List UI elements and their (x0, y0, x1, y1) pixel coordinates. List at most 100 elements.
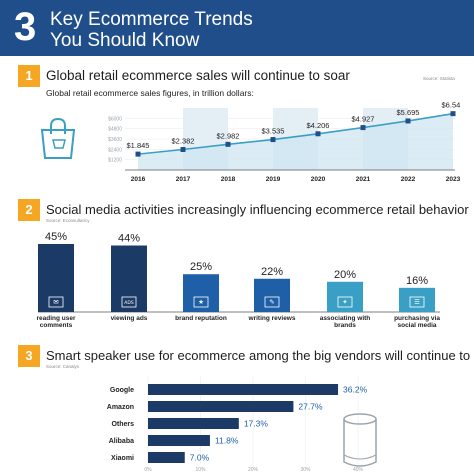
page-title: Key Ecommerce Trends You Should Know (50, 9, 253, 51)
bar-reputation (183, 274, 219, 312)
x-tick-label: 2017 (176, 176, 191, 183)
category-label: writing reviews (248, 315, 296, 322)
bar-others (148, 418, 239, 429)
category-label: purchasing via social media (394, 315, 440, 329)
chart-1-title: Global retail ecommerce sales figures, i… (46, 88, 254, 98)
section-3-title: Smart speaker use for ecommerce among th… (46, 348, 474, 363)
data-point (270, 137, 276, 143)
section-3-source: Source: Canalys (46, 364, 80, 369)
bar-amazon (148, 401, 294, 412)
x-tick-label: 2016 (131, 176, 146, 183)
category-label: viewing ads (110, 315, 148, 322)
section-2-header: 2 Social media activities increasingly i… (0, 198, 474, 223)
speaker-bar-chart: 0% 10% 20% 30% 40% Google 36.2% Amazon 27.7% Othe… (107, 376, 368, 473)
data-label: $4.206 (307, 121, 330, 130)
section-3-badge: 3 (18, 345, 40, 367)
x-tick-label: 30% (300, 467, 311, 473)
data-point (225, 141, 231, 147)
data-point (405, 118, 411, 124)
x-tick-label: 2020 (311, 176, 326, 183)
bar-value-label: 27.7% (298, 402, 323, 412)
bar-value-label: 11.8% (215, 436, 239, 446)
data-point (180, 146, 186, 152)
y-tick-label: $1200 (108, 158, 122, 164)
category-label: Amazon (107, 404, 134, 411)
x-tick-label: 40% (353, 467, 364, 473)
bar-value-label: 17.3% (244, 419, 269, 429)
data-point (360, 125, 366, 131)
cart-icon: ☰ (409, 296, 425, 308)
social-bar-chart: ✉ 45% ADS 44% ★ 25% ✎ 22% ✦ 20% ☰ 16% reading user c… (0, 224, 474, 340)
header-number: 3 (14, 5, 37, 49)
category-label: reading user comments (36, 315, 76, 329)
sales-line (137, 112, 454, 155)
svg-text:☰: ☰ (414, 298, 420, 306)
sales-area-chart: $1200 $2400 $3600 $4800 $6000 $1.845 2016 $2.38… (108, 101, 460, 183)
data-label: $4.927 (352, 115, 375, 124)
bar-value-label: 45% (45, 231, 67, 243)
bar-value-label: 44% (118, 233, 140, 245)
section-2-source: Source: Econsultancy (46, 218, 90, 223)
bar-xiaomi (148, 452, 185, 463)
category-label: Xiaomi (111, 455, 134, 462)
x-tick-label: 10% (195, 467, 206, 473)
y-tick-label: $3600 (108, 137, 122, 143)
data-label: $3.535 (262, 127, 285, 136)
smart-speaker-icon (343, 413, 377, 467)
bar-value-label: 20% (334, 269, 356, 281)
data-label: $2.982 (217, 131, 240, 140)
data-label: $6.542 (442, 101, 460, 110)
data-label: $2.382 (172, 136, 195, 145)
comment-icon: ✉ (48, 296, 64, 308)
data-label: $1.845 (127, 141, 150, 150)
section-1-badge: 1 (18, 65, 40, 87)
data-point (450, 111, 456, 117)
x-tick-label: 2022 (401, 176, 416, 183)
review-icon: ✎ (264, 296, 280, 308)
reputation-icon: ★ (193, 296, 209, 308)
x-tick-label: 20% (248, 467, 259, 473)
category-label: Others (111, 421, 134, 428)
svg-text:ADS: ADS (124, 300, 134, 306)
svg-text:✉: ✉ (53, 298, 58, 306)
x-tick-label: 2021 (356, 176, 371, 183)
ads-icon: ADS (121, 296, 137, 308)
y-tick-label: $2400 (108, 147, 122, 153)
network-icon: ✦ (337, 296, 353, 308)
bar-comment (38, 244, 74, 312)
section-1-source: Source: Statista (423, 76, 455, 81)
shopping-bag-icon (40, 117, 76, 159)
x-tick-label: 2019 (266, 176, 281, 183)
section-3-header: 3 Smart speaker use for ecommerce among … (0, 344, 474, 369)
bar-value-label: 25% (190, 261, 212, 273)
category-label: Alibaba (109, 438, 134, 445)
bar-ads (111, 245, 147, 312)
svg-text:✦: ✦ (342, 298, 348, 306)
section-1-title: Global retail ecommerce sales will conti… (46, 68, 350, 83)
section-2-badge: 2 (18, 199, 40, 221)
data-point (315, 131, 321, 137)
x-tick-label: 2018 (221, 176, 236, 183)
bar-value-label: 16% (406, 275, 428, 287)
bar-value-label: 36.2% (343, 385, 368, 395)
x-tick-label: 0% (144, 467, 152, 473)
svg-text:★: ★ (198, 298, 204, 306)
bar-review (254, 278, 290, 312)
section-2-title: Social media activities increasingly inf… (46, 202, 469, 217)
data-label: $5.695 (397, 108, 420, 117)
header-banner: 3 Key Ecommerce Trends You Should Know (0, 0, 474, 56)
sales-area (138, 113, 453, 170)
section-1-header: 1 Global retail ecommerce sales will con… (0, 64, 474, 88)
bar-alibaba (148, 435, 210, 446)
y-tick-label: $4800 (108, 127, 122, 133)
category-label: associating with brands (319, 315, 371, 329)
bar-google (148, 384, 339, 395)
y-tick-label: $6000 (108, 116, 122, 122)
bar-cart (399, 287, 435, 312)
bar-value-label: 22% (261, 266, 283, 278)
bar-value-label: 7.0% (190, 453, 210, 463)
category-label: Google (110, 387, 134, 394)
data-point (135, 151, 141, 157)
svg-text:✎: ✎ (269, 298, 274, 306)
x-tick-label: 2023 (446, 176, 460, 183)
